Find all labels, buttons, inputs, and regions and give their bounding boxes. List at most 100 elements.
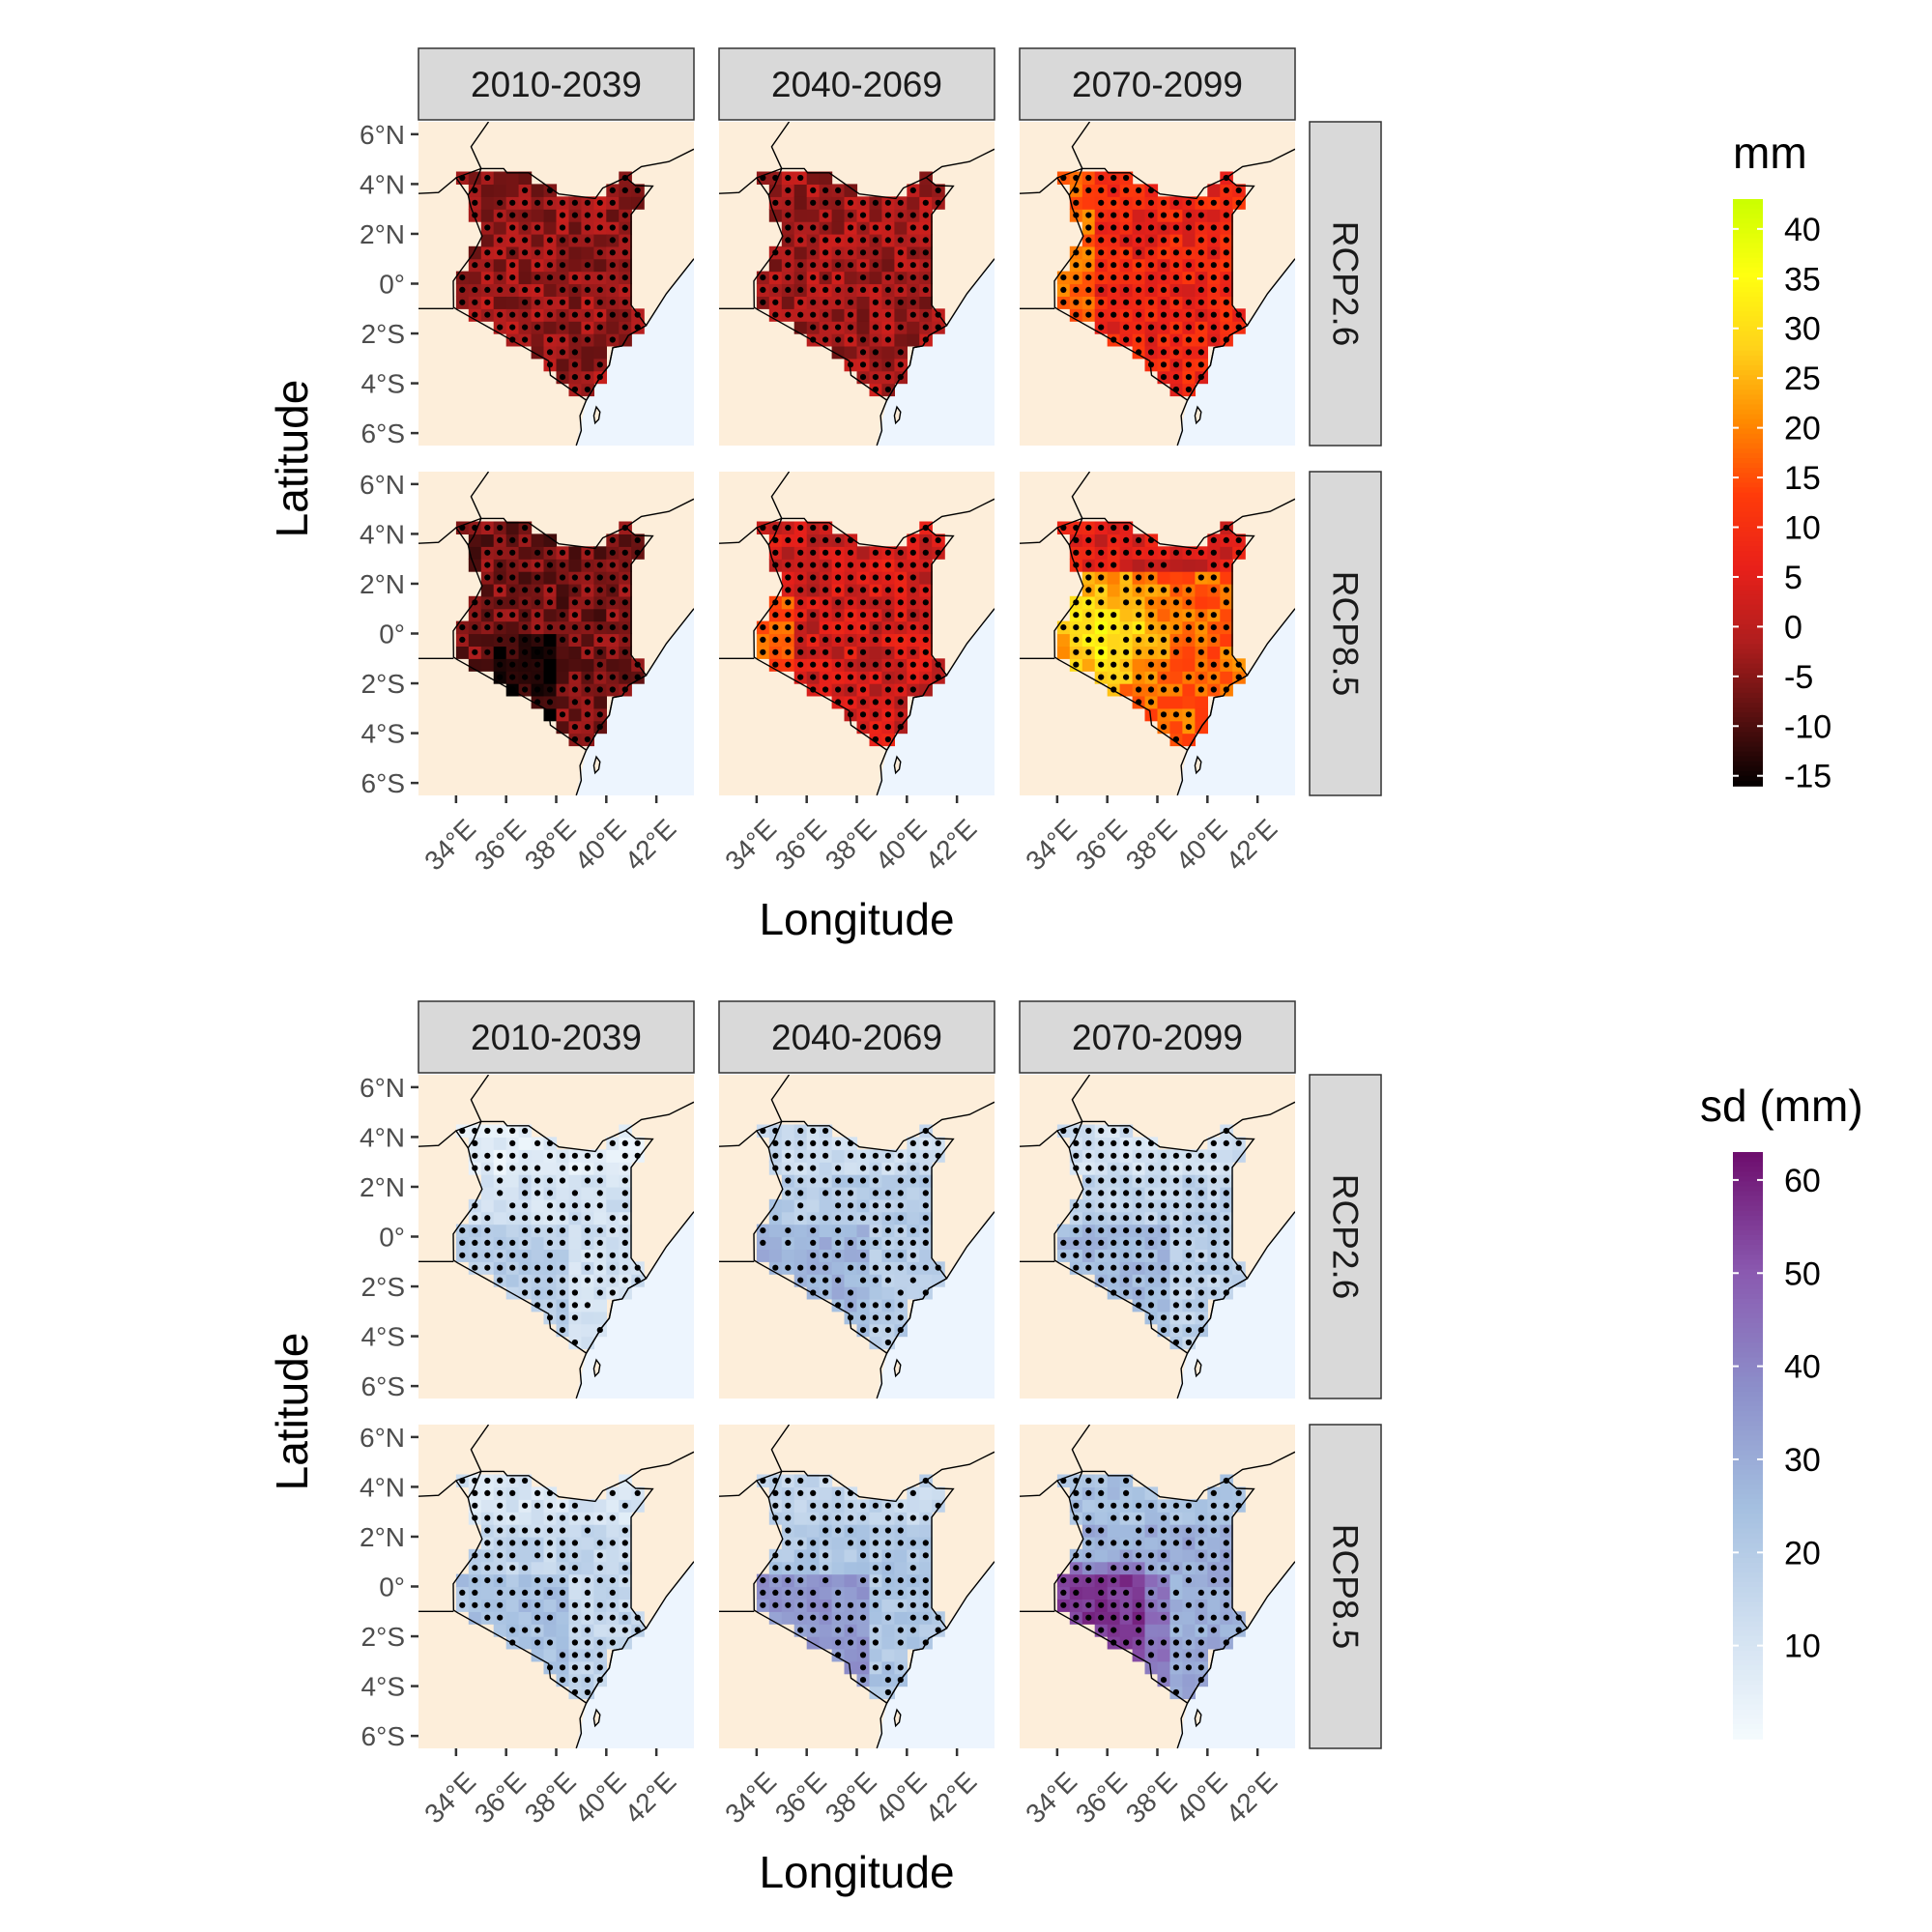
raster-cell xyxy=(493,171,507,185)
stipple-dot xyxy=(621,599,628,606)
raster-cell xyxy=(556,646,570,659)
stipple-dot xyxy=(1123,299,1130,305)
y-tick-label: 0° xyxy=(379,270,405,300)
stipple-dot xyxy=(1197,1227,1204,1234)
stipple-dot xyxy=(1098,612,1105,619)
legend-gradient-step xyxy=(1733,1220,1763,1226)
raster-cell xyxy=(518,258,533,273)
stipple-dot xyxy=(884,636,892,644)
legend-gradient-step xyxy=(1733,262,1763,269)
raster-cell xyxy=(1144,1573,1159,1588)
raster-cell xyxy=(568,1586,583,1600)
stipple-dot xyxy=(847,1177,854,1184)
stipple-dot xyxy=(1073,1239,1080,1246)
stipple-dot xyxy=(1073,661,1080,668)
stipple-dot xyxy=(621,1540,628,1546)
border-line xyxy=(467,1425,490,1499)
stipple-dot xyxy=(922,1552,929,1559)
raster-cell xyxy=(1119,1573,1134,1588)
x-axis: 34°E36°E38°E40°E42°E xyxy=(1020,795,1283,877)
raster-cell xyxy=(1107,571,1121,585)
stipple-dot xyxy=(534,262,541,269)
stipple-dot xyxy=(897,274,904,281)
stipple-dot xyxy=(584,1614,591,1621)
raster-cell xyxy=(543,283,558,297)
raster-cell xyxy=(806,1573,821,1588)
raster-cell xyxy=(831,1286,846,1300)
stipple-dot xyxy=(1197,336,1204,343)
legend-gradient-step xyxy=(1733,418,1763,425)
stipple-dot xyxy=(822,262,829,269)
stipple-dot xyxy=(609,1601,616,1608)
stipple-dot xyxy=(1185,1239,1192,1246)
stipple-dot xyxy=(1085,1152,1092,1159)
stipple-dot xyxy=(596,649,603,655)
raster-cell xyxy=(518,171,533,185)
stipple-dot xyxy=(621,574,628,581)
raster-cell xyxy=(781,296,795,309)
legend-gradient-step xyxy=(1733,1689,1763,1696)
stipple-dot xyxy=(621,1601,628,1608)
x-tick-label: 36°E xyxy=(1070,1766,1133,1829)
stipple-dot xyxy=(497,1239,504,1246)
stipple-dot xyxy=(1172,349,1179,356)
stipple-dot xyxy=(797,524,804,532)
stipple-dot xyxy=(1197,1289,1204,1296)
stipple-dot xyxy=(534,686,541,693)
legend-gradient-step xyxy=(1733,1557,1763,1564)
stipple-dot xyxy=(1160,636,1168,644)
stipple-dot xyxy=(872,336,879,343)
legend-gradient-step xyxy=(1733,703,1763,708)
legend-gradient-step xyxy=(1733,1362,1763,1369)
stipple-dot xyxy=(772,536,779,544)
stipple-dot xyxy=(785,1239,792,1246)
stipple-dot xyxy=(909,1577,916,1584)
stipple-dot xyxy=(1136,1277,1142,1283)
raster-cell xyxy=(543,1599,558,1612)
raster-cell xyxy=(606,1162,620,1175)
stipple-dot xyxy=(785,661,792,668)
raster-cell xyxy=(1207,1636,1221,1650)
stipple-dot xyxy=(609,262,616,269)
stipple-dot xyxy=(1197,286,1204,293)
stipple-dot xyxy=(1197,1639,1204,1646)
legend-gradient-step xyxy=(1733,580,1763,587)
stipple-dot xyxy=(609,286,616,293)
stipple-dot xyxy=(596,274,603,281)
raster-cell xyxy=(1169,671,1184,684)
legend-gradient-step xyxy=(1733,639,1763,646)
raster-cell xyxy=(844,1224,858,1238)
raster-cell xyxy=(781,1548,795,1563)
stipple-dot xyxy=(1085,174,1092,182)
stipple-dot xyxy=(509,649,516,655)
stipple-dot xyxy=(621,299,628,305)
stipple-dot xyxy=(922,1139,929,1146)
raster-cell xyxy=(1157,1624,1171,1637)
coastline xyxy=(575,1561,694,1748)
stipple-dot xyxy=(1147,286,1155,293)
raster-cell xyxy=(593,1298,607,1312)
stipple-dot xyxy=(909,1627,916,1633)
stipple-dot xyxy=(559,1552,566,1559)
stipple-dot xyxy=(534,274,541,281)
stipple-dot xyxy=(584,686,591,693)
stipple-dot xyxy=(546,1614,554,1621)
island xyxy=(1194,755,1202,775)
stipple-dot xyxy=(621,249,628,256)
stipple-dot xyxy=(1110,174,1117,182)
legend-gradient-step xyxy=(1733,1455,1763,1461)
legend-gradient-step xyxy=(1733,438,1763,445)
stipple-dot xyxy=(1223,562,1229,568)
raster-cell xyxy=(556,671,570,684)
raster-cell xyxy=(844,184,858,197)
stipple-dot xyxy=(1136,1502,1142,1509)
stipple-dot xyxy=(1085,549,1092,556)
raster-cell xyxy=(793,1512,808,1525)
stipple-dot xyxy=(1185,311,1192,318)
stipple-dot xyxy=(1085,237,1092,244)
stipple-dot xyxy=(1085,1215,1092,1222)
stipple-dot xyxy=(559,311,566,318)
stipple-dot xyxy=(571,199,579,206)
raster-cell xyxy=(1157,695,1171,709)
